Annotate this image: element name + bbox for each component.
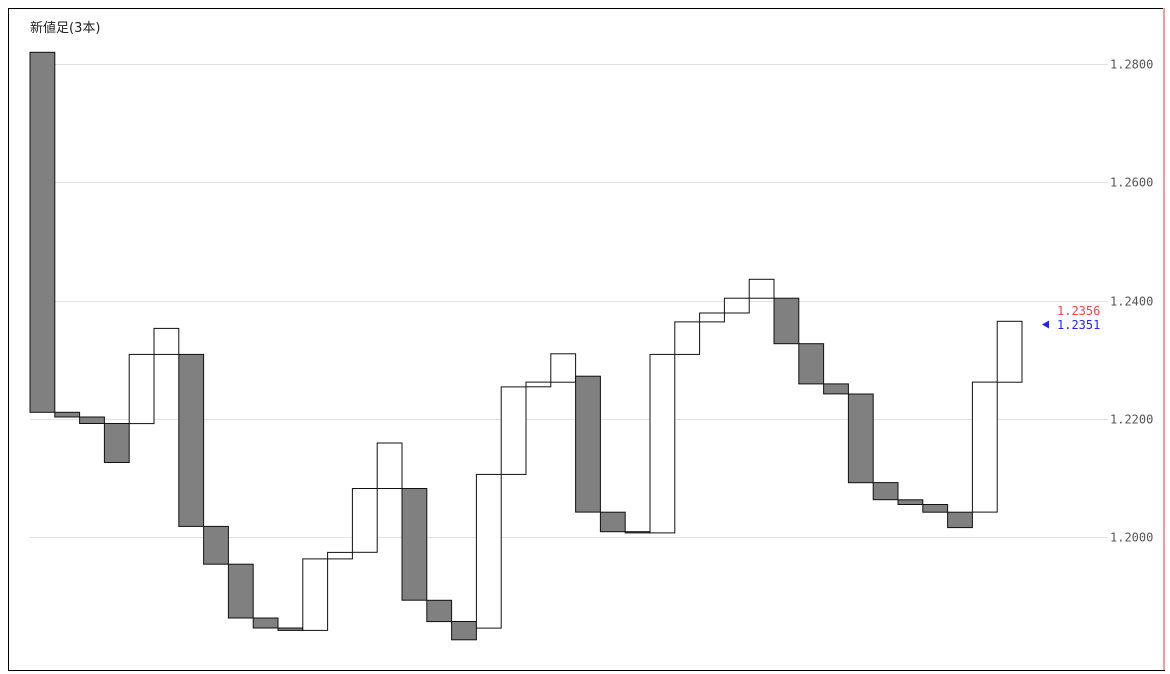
down-block xyxy=(847,393,874,484)
down-block xyxy=(624,531,651,534)
up-block xyxy=(153,327,180,355)
y-axis-ticks: 1.2800 1.2600 1.2400 1.2200 1.2000 xyxy=(1110,58,1153,545)
down-block xyxy=(599,511,626,533)
down-block xyxy=(451,621,477,641)
up-block xyxy=(971,381,998,513)
up-block xyxy=(748,278,775,299)
current-price-marker-icon xyxy=(1042,320,1049,329)
down-block xyxy=(773,297,800,345)
down-block xyxy=(29,51,56,413)
down-block xyxy=(872,482,899,501)
down-block xyxy=(401,488,428,601)
down-block xyxy=(897,499,924,505)
down-block xyxy=(252,617,279,629)
up-block xyxy=(475,473,502,629)
y-tick-label: 1.2800 xyxy=(1110,58,1153,72)
chart-title: 新値足(3本) xyxy=(30,20,100,36)
price-label: 1.2356 xyxy=(1057,304,1100,318)
down-block xyxy=(947,511,973,529)
y-tick-label: 1.2600 xyxy=(1110,176,1153,190)
chart-border xyxy=(8,8,1165,671)
price-blocks xyxy=(29,51,1023,641)
price-label: 1.2351 xyxy=(1057,318,1100,332)
up-block xyxy=(723,297,750,314)
down-block xyxy=(426,599,453,623)
up-block xyxy=(525,381,552,388)
up-block xyxy=(674,321,701,355)
down-block xyxy=(203,525,229,565)
up-block xyxy=(302,558,329,631)
up-block xyxy=(128,353,155,425)
up-block xyxy=(550,353,577,383)
down-block xyxy=(922,504,949,513)
y-tick-label: 1.2200 xyxy=(1110,413,1153,427)
down-block xyxy=(277,627,304,631)
down-block xyxy=(79,416,105,424)
up-block xyxy=(649,353,676,534)
y-tick-label: 1.2400 xyxy=(1110,295,1153,309)
down-block xyxy=(798,343,825,385)
down-block xyxy=(54,411,81,418)
y-tick-label: 1.2000 xyxy=(1110,531,1153,545)
down-block xyxy=(227,563,254,619)
up-block xyxy=(351,488,378,553)
down-block xyxy=(178,353,205,527)
down-block xyxy=(103,423,130,463)
up-block xyxy=(500,386,527,475)
down-block xyxy=(575,375,601,513)
up-block xyxy=(327,551,353,560)
up-block xyxy=(376,442,403,489)
up-block xyxy=(996,320,1023,383)
up-block xyxy=(699,312,725,323)
down-block xyxy=(823,383,849,395)
